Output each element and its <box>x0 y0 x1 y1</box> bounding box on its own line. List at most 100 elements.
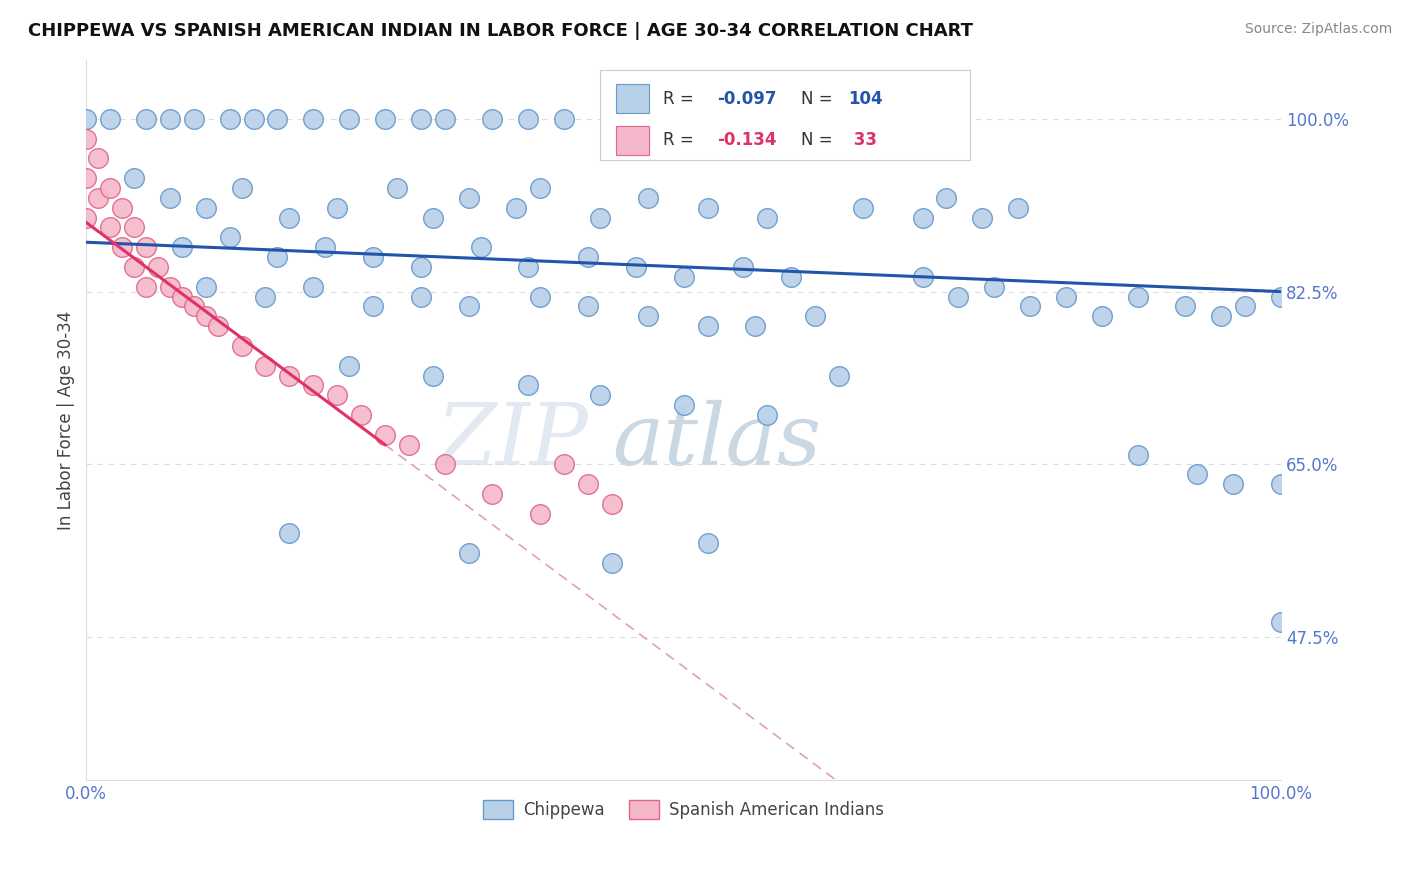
Legend: Chippewa, Spanish American Indians: Chippewa, Spanish American Indians <box>477 794 891 826</box>
Point <box>98 112 121 126</box>
Point <box>1222 477 1244 491</box>
Point <box>278 526 301 541</box>
Point <box>576 477 599 491</box>
Point <box>374 427 396 442</box>
Point <box>600 112 623 126</box>
Point <box>696 201 718 215</box>
Point <box>744 319 766 334</box>
Point <box>422 211 444 225</box>
Point <box>326 201 349 215</box>
Point <box>804 310 827 324</box>
Point <box>983 279 1005 293</box>
Text: Source: ZipAtlas.com: Source: ZipAtlas.com <box>1244 22 1392 37</box>
Point <box>1270 477 1292 491</box>
Point <box>505 201 527 215</box>
Point <box>517 378 540 392</box>
Point <box>1007 201 1029 215</box>
Point <box>75 131 97 145</box>
Point <box>183 112 205 126</box>
Point <box>911 211 934 225</box>
Point <box>409 112 432 126</box>
Point <box>207 319 229 334</box>
Point <box>756 408 779 422</box>
Point <box>576 250 599 264</box>
Point <box>194 279 217 293</box>
Point <box>1091 310 1114 324</box>
Point <box>337 112 360 126</box>
Text: -0.134: -0.134 <box>717 131 776 149</box>
Point <box>1187 467 1209 482</box>
Point <box>672 398 695 412</box>
Point <box>135 112 157 126</box>
Point <box>600 556 623 570</box>
Point <box>361 250 384 264</box>
Point <box>146 260 169 274</box>
Point <box>589 211 612 225</box>
Point <box>337 359 360 373</box>
Point <box>231 339 253 353</box>
Point <box>972 211 994 225</box>
Point <box>1054 289 1077 303</box>
Point <box>696 319 718 334</box>
Point <box>911 269 934 284</box>
Point <box>529 181 551 195</box>
Point <box>409 260 432 274</box>
Point <box>398 437 420 451</box>
Point <box>111 240 134 254</box>
Point <box>637 191 659 205</box>
Point <box>517 112 540 126</box>
Point <box>948 289 970 303</box>
Point <box>1019 300 1042 314</box>
Point <box>135 240 157 254</box>
Point <box>1211 310 1233 324</box>
Point <box>470 240 492 254</box>
Point <box>481 487 503 501</box>
Point <box>218 230 240 244</box>
Point <box>553 458 575 472</box>
Point <box>852 201 875 215</box>
Point <box>75 112 97 126</box>
Point <box>422 368 444 383</box>
Point <box>159 112 181 126</box>
Point <box>481 112 503 126</box>
Text: N =: N = <box>800 131 838 149</box>
Point <box>1126 448 1149 462</box>
Point <box>170 289 193 303</box>
Text: N =: N = <box>800 90 838 108</box>
Point <box>361 300 384 314</box>
Point <box>254 359 277 373</box>
Point <box>75 211 97 225</box>
Point <box>576 300 599 314</box>
Point <box>314 240 336 254</box>
Point <box>170 240 193 254</box>
Point <box>1234 300 1257 314</box>
Point <box>517 260 540 274</box>
Point <box>135 279 157 293</box>
FancyBboxPatch shape <box>616 85 650 113</box>
Point <box>266 112 288 126</box>
Point <box>457 546 479 560</box>
Point <box>529 507 551 521</box>
Point <box>433 112 456 126</box>
Text: R =: R = <box>664 131 699 149</box>
FancyBboxPatch shape <box>616 126 650 154</box>
Point <box>266 250 288 264</box>
Point <box>433 458 456 472</box>
Point <box>122 220 145 235</box>
Point <box>756 211 779 225</box>
Point <box>183 300 205 314</box>
Point <box>733 260 755 274</box>
Y-axis label: In Labor Force | Age 30-34: In Labor Force | Age 30-34 <box>58 310 75 530</box>
Point <box>242 112 264 126</box>
Point <box>1270 615 1292 630</box>
Point <box>935 191 957 205</box>
Point <box>374 112 396 126</box>
Text: 104: 104 <box>848 90 883 108</box>
Point <box>159 191 181 205</box>
Point <box>350 408 373 422</box>
Point <box>302 378 325 392</box>
Text: 33: 33 <box>848 131 877 149</box>
Point <box>553 112 575 126</box>
Text: atlas: atlas <box>612 401 821 483</box>
Point <box>385 181 408 195</box>
